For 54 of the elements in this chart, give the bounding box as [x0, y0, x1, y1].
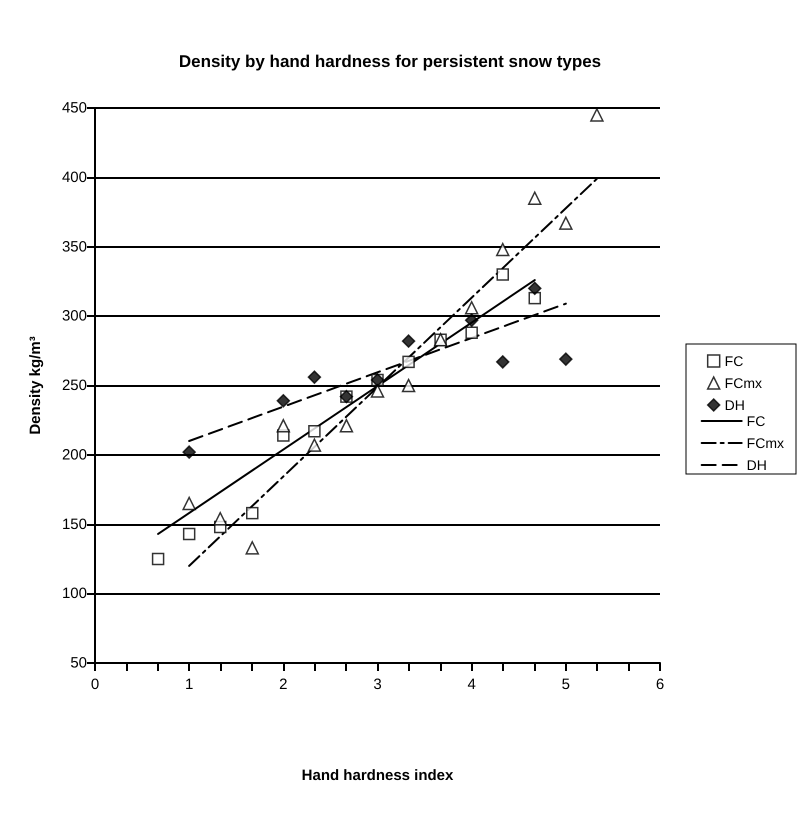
point: [246, 541, 260, 555]
legend-label: FCmx: [724, 375, 762, 391]
point: [528, 292, 542, 304]
y-tick-label: 450: [62, 100, 87, 116]
y-tick-label: 400: [62, 168, 87, 186]
point: [559, 352, 573, 366]
point: [152, 552, 164, 566]
legend-label: DH: [746, 457, 767, 473]
point: [464, 314, 478, 328]
legend-label: FC: [746, 413, 766, 429]
legend-label: DH: [724, 397, 745, 413]
y-tick-label: 50: [70, 654, 87, 672]
point: [308, 370, 322, 384]
y-axis-title: Density kg/m³: [27, 336, 44, 435]
point: [402, 356, 415, 368]
point: [246, 506, 259, 520]
point: [465, 326, 478, 340]
y-tick-label: 250: [62, 377, 87, 394]
y-tick-label: 350: [62, 238, 87, 256]
x-tick-label: 0: [90, 676, 100, 693]
point: [559, 216, 573, 230]
legend-label: FCmx: [746, 435, 784, 451]
legend-label: FC: [724, 353, 744, 369]
x-tick-label: 2: [279, 676, 288, 693]
x-tick-label: 5: [562, 676, 570, 693]
point: [402, 378, 416, 392]
point: [402, 334, 416, 348]
x-tick-label: 6: [656, 676, 664, 693]
x-axis-title: Hand hardness index: [302, 767, 454, 784]
point: [496, 268, 509, 281]
point: [182, 496, 196, 510]
y-tick-label: 150: [62, 516, 87, 533]
point: [276, 418, 290, 432]
point: [528, 282, 542, 296]
point: [496, 242, 510, 256]
x-tick-label: 4: [467, 676, 476, 693]
chart-title: Density by hand hardness for persistent snow types: [178, 52, 602, 71]
point: [308, 438, 322, 452]
point: [308, 425, 321, 438]
point: [590, 108, 604, 122]
point: [340, 418, 354, 432]
y-tick-label: 300: [62, 308, 87, 325]
point: [370, 384, 384, 398]
point: [528, 191, 542, 205]
point: [464, 301, 478, 315]
x-tick-label: 3: [373, 676, 382, 693]
y-tick-label: 200: [62, 446, 87, 464]
y-tick-label: 100: [62, 585, 87, 602]
point: [496, 355, 510, 369]
point: [182, 528, 196, 540]
point: [213, 512, 227, 526]
point: [182, 445, 196, 459]
point: [276, 394, 290, 408]
x-tick-label: 1: [184, 676, 194, 693]
